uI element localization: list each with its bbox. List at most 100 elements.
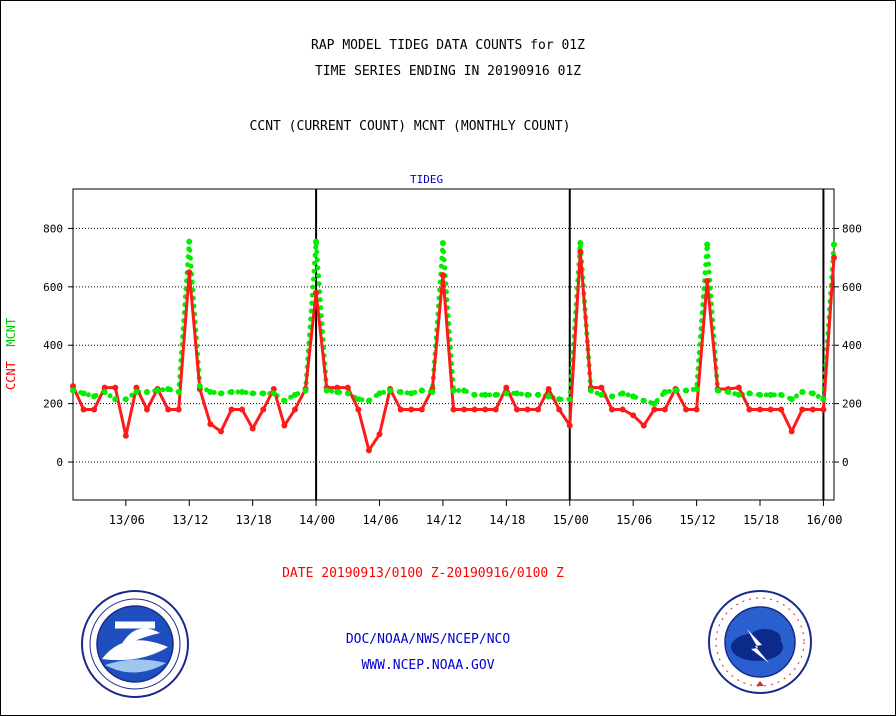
- mcnt-point: [461, 387, 468, 394]
- ccnt-point: [513, 406, 520, 413]
- y-tick-label-right: 200: [842, 398, 862, 411]
- mcnt-point: [143, 388, 150, 395]
- mcnt-line: [70, 241, 837, 407]
- chart-title: RAP MODEL TIDEG DATA COUNTS for 01Z: [311, 38, 585, 53]
- ccnt-point: [376, 431, 383, 438]
- ccnt-point: [757, 406, 764, 413]
- mcnt-point: [598, 391, 605, 398]
- mcnt-point: [122, 396, 129, 403]
- mcnt-point: [408, 390, 415, 397]
- mcnt-point: [313, 238, 320, 245]
- ccnt-point: [165, 406, 172, 413]
- ccnt-point: [344, 384, 351, 391]
- mcnt-point: [133, 388, 140, 395]
- ccnt-point: [439, 272, 446, 279]
- y-tick-label-left: 600: [43, 281, 63, 294]
- x-tick-label: 15/12: [680, 513, 716, 527]
- y-tick-label-right: 600: [842, 281, 862, 294]
- mcnt-point: [344, 390, 351, 397]
- ccnt-point: [217, 428, 224, 435]
- mcnt-point: [165, 386, 172, 393]
- ccnt-point: [799, 406, 806, 413]
- mcnt-point: [175, 388, 182, 395]
- ccnt-point: [492, 406, 499, 413]
- mcnt-point: [683, 387, 690, 394]
- mcnt-point: [186, 238, 193, 245]
- ccnt-point: [704, 277, 711, 284]
- mcnt-point: [334, 388, 341, 395]
- mcnt-point: [566, 396, 573, 403]
- ccnt-point: [133, 384, 140, 391]
- mcnt-point: [196, 383, 203, 390]
- panel-label: TIDEG: [410, 173, 444, 186]
- mcnt-point: [788, 396, 795, 403]
- ccnt-point: [291, 406, 298, 413]
- mcnt-point: [809, 390, 816, 397]
- mcnt-point: [418, 387, 425, 394]
- mcnt-point: [270, 390, 277, 397]
- ccnt-point: [281, 422, 288, 429]
- mcnt-point: [91, 393, 98, 400]
- y-tick-label-right: 800: [842, 222, 862, 235]
- mcnt-point: [450, 387, 457, 394]
- ccnt-point: [186, 269, 193, 276]
- chart-subtitle: TIME SERIES ENDING IN 20190916 01Z: [314, 64, 582, 79]
- mcnt-point: [281, 397, 288, 404]
- x-tick-label: 15/18: [743, 513, 779, 527]
- ccnt-point: [598, 384, 605, 391]
- ccnt-point: [450, 406, 457, 413]
- ccnt-point: [556, 406, 563, 413]
- mcnt-point: [672, 387, 679, 394]
- y-tick-label-left: 400: [43, 339, 63, 352]
- ccnt-point: [418, 406, 425, 413]
- mcnt-point: [471, 391, 478, 398]
- mcnt-point: [217, 390, 224, 397]
- mcnt-point: [376, 390, 383, 397]
- mcnt-point: [492, 391, 499, 398]
- ccnt-point: [566, 422, 573, 429]
- ccnt-point: [640, 422, 647, 429]
- series-description: CCNT (CURRENT COUNT) MCNT (MONTHLY COUNT…: [249, 119, 571, 134]
- ccnt-point: [365, 447, 372, 454]
- ccnt-point: [545, 386, 552, 393]
- mcnt-point: [619, 390, 626, 397]
- mcnt-point: [820, 396, 827, 403]
- mcnt-point: [545, 393, 552, 400]
- ccnt-point: [619, 406, 626, 413]
- national-weather-service-logo: [707, 589, 813, 700]
- ccnt-point: [746, 406, 753, 413]
- ccnt-point: [101, 384, 108, 391]
- ccnt-point: [461, 406, 468, 413]
- ccnt-point: [693, 406, 700, 413]
- ccnt-point: [609, 406, 616, 413]
- x-tick-label: 14/00: [299, 513, 335, 527]
- mcnt-point: [556, 396, 563, 403]
- mcnt-point: [630, 393, 637, 400]
- mcnt-point: [429, 388, 436, 395]
- ccnt-point: [535, 406, 542, 413]
- mcnt-point: [302, 387, 309, 394]
- mcnt-point: [260, 390, 267, 397]
- ccnt-point: [408, 406, 415, 413]
- mcnt-point: [661, 388, 668, 395]
- ccnt-point: [70, 383, 76, 390]
- mcnt-point: [503, 390, 510, 397]
- ccnt-point: [175, 406, 182, 413]
- mcnt-point: [831, 241, 837, 248]
- mcnt-point: [112, 396, 119, 403]
- mcnt-point: [228, 388, 235, 395]
- x-tick-label: 13/18: [236, 513, 272, 527]
- mcnt-point: [577, 240, 584, 247]
- mcnt-point: [439, 240, 446, 247]
- mcnt-point: [513, 390, 520, 397]
- mcnt-point: [640, 397, 647, 404]
- ccnt-point: [735, 384, 742, 391]
- ccnt-point: [270, 386, 277, 393]
- mcnt-point: [746, 390, 753, 397]
- mcnt-point: [323, 387, 330, 394]
- ccnt-point: [239, 406, 246, 413]
- ccnt-point: [482, 406, 489, 413]
- ccnt-point: [767, 406, 774, 413]
- ccnt-point: [112, 384, 119, 391]
